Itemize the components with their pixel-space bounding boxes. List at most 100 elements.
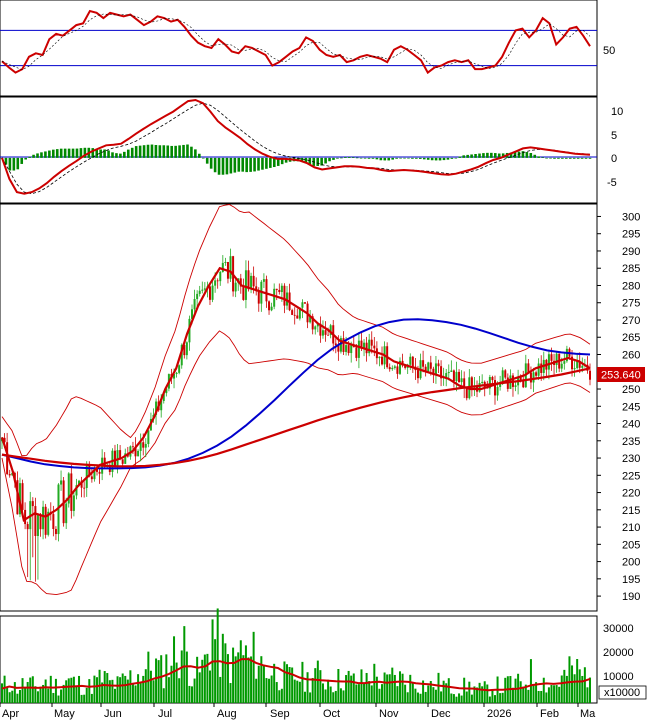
candle-body [493, 380, 496, 396]
volume-bar [298, 681, 301, 703]
macd-histogram-bar [434, 157, 438, 161]
candle-body [268, 301, 271, 311]
candle-body [42, 506, 45, 530]
price-tick-label: 280 [622, 280, 640, 292]
price-tick-label: 200 [622, 557, 640, 569]
macd-histogram-bar [182, 144, 185, 158]
volume-bar [180, 650, 183, 703]
macd-histogram-bar [217, 157, 221, 175]
macd-histogram-bar [375, 157, 379, 160]
macd-histogram-bar [340, 157, 343, 159]
volume-bar [13, 682, 16, 703]
macd-histogram-bar [474, 154, 477, 158]
macd-histogram-bar [198, 153, 201, 158]
volume-bar [501, 692, 504, 703]
candle-body [70, 473, 73, 511]
volume-bar [571, 665, 574, 703]
volume-bar [103, 671, 106, 703]
volume-bar [31, 676, 34, 703]
macd-histogram-bar [55, 149, 59, 158]
candle-body [270, 306, 273, 311]
volume-bar [93, 675, 96, 703]
volume-bar [360, 669, 363, 703]
volume-bar [90, 693, 93, 703]
candle-body [301, 302, 304, 308]
volume-bar [404, 684, 407, 703]
candle-body [193, 299, 196, 310]
volume-bar [44, 679, 47, 703]
macd-histogram-bar [99, 149, 102, 158]
volume-bar [393, 674, 396, 703]
volume-bar [519, 681, 522, 703]
volume-bar [391, 667, 394, 703]
macd-histogram-bar [320, 157, 323, 166]
candle-body [581, 365, 584, 368]
macd-histogram-bar [490, 152, 493, 158]
macd-histogram-bar [304, 157, 308, 163]
volume-bar [427, 685, 430, 703]
macd-panel: 10 5 0 -5 [0, 96, 623, 204]
macd-histogram-bar [493, 153, 497, 158]
volume-bar [334, 690, 337, 703]
candle-body [8, 474, 11, 476]
macd-histogram-bar [568, 157, 572, 159]
macd-histogram-bar [44, 151, 47, 158]
macd-histogram-bar [422, 157, 426, 160]
macd-histogram-bar [162, 145, 166, 158]
macd-histogram-bar [545, 157, 548, 159]
macd-histogram-bar [111, 152, 114, 158]
macd-histogram-bar [572, 157, 576, 159]
volume-bar [280, 688, 283, 703]
candle-body [134, 447, 137, 457]
volume-bar [232, 647, 235, 703]
candle-body [450, 370, 453, 372]
volume-bar [131, 683, 134, 703]
volume-bar [144, 669, 147, 703]
candle-body [293, 314, 296, 316]
macd-histogram-bar [344, 157, 347, 158]
candle-body [65, 503, 68, 524]
candle-body [98, 471, 101, 474]
volume-bar [583, 667, 586, 703]
volume-bar [286, 664, 289, 703]
volume-bar [386, 674, 389, 703]
price-panel-frame [0, 203, 598, 612]
macd-histogram-bar [529, 153, 533, 158]
candle-body [347, 345, 350, 354]
candle-body [388, 367, 391, 370]
price-tick-label: 295 [622, 229, 640, 241]
macd-histogram-bar [407, 157, 410, 159]
macd-tick-label: -5 [607, 177, 617, 189]
macd-histogram-bar [83, 147, 87, 158]
candle-body [124, 453, 127, 464]
volume-bar [101, 682, 104, 703]
candle-body [239, 278, 242, 287]
volume-bar [422, 680, 425, 703]
candle-body [265, 279, 268, 302]
volume-bar [442, 680, 445, 703]
candle-body [576, 361, 579, 369]
macd-histogram-bar [336, 157, 339, 159]
volume-bar [39, 686, 42, 703]
macd-histogram-bar [20, 157, 24, 164]
candle-body [83, 487, 86, 489]
macd-histogram-bar [8, 157, 12, 171]
candle-body [378, 356, 381, 359]
candle-body [455, 371, 458, 382]
macd-histogram-bar [501, 153, 505, 158]
macd-histogram-bar [497, 153, 501, 158]
volume-bar [185, 651, 188, 703]
volume-bar [324, 689, 327, 703]
candle-body [303, 302, 306, 304]
volume-bar [327, 679, 330, 703]
volume-bar [470, 694, 473, 703]
macd-histogram-bar [371, 157, 375, 159]
volume-panel: 30000 20000 10000 x10000 [0, 608, 647, 704]
macd-histogram-bar [249, 157, 252, 172]
volume-bar [406, 692, 409, 703]
macd-histogram-bar [48, 150, 51, 158]
candle-body [565, 348, 568, 362]
volume-bar [373, 663, 376, 703]
volume-bar [578, 669, 581, 703]
